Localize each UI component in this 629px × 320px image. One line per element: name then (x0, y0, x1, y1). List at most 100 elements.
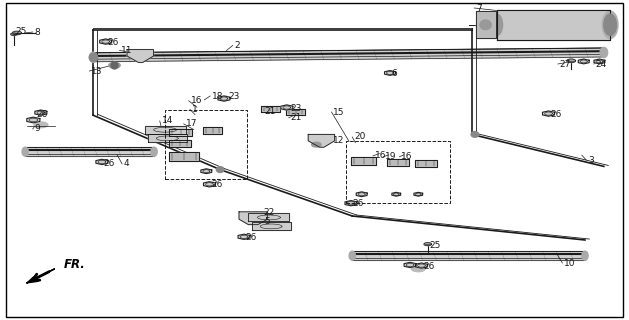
Text: 16: 16 (191, 96, 202, 105)
Ellipse shape (349, 251, 355, 260)
Polygon shape (201, 169, 212, 173)
Text: 7: 7 (476, 4, 482, 12)
Polygon shape (387, 159, 409, 166)
Ellipse shape (109, 62, 120, 68)
Text: 1: 1 (192, 105, 198, 114)
Polygon shape (203, 182, 216, 187)
Polygon shape (424, 243, 431, 246)
Ellipse shape (602, 11, 618, 38)
Ellipse shape (411, 266, 425, 272)
Polygon shape (145, 126, 186, 134)
Polygon shape (308, 134, 335, 147)
Polygon shape (99, 39, 112, 44)
Ellipse shape (480, 20, 491, 30)
Bar (346, 141, 450, 203)
Text: 9: 9 (35, 124, 40, 133)
Text: 23: 23 (291, 104, 302, 113)
Text: 26: 26 (245, 233, 257, 242)
Polygon shape (248, 213, 289, 221)
Ellipse shape (89, 52, 97, 62)
Polygon shape (356, 192, 367, 196)
Ellipse shape (582, 251, 588, 260)
Ellipse shape (312, 142, 321, 147)
Text: 26: 26 (352, 199, 364, 208)
Text: 22: 22 (263, 208, 274, 217)
Text: 13: 13 (91, 67, 103, 76)
Polygon shape (281, 105, 293, 110)
Polygon shape (25, 147, 154, 156)
Polygon shape (93, 48, 604, 62)
Text: 16: 16 (375, 151, 386, 160)
Polygon shape (384, 71, 396, 76)
Text: 26: 26 (104, 159, 115, 168)
Polygon shape (261, 106, 280, 112)
Text: 19: 19 (385, 152, 396, 161)
Polygon shape (238, 234, 250, 239)
Text: 2: 2 (235, 41, 240, 50)
Text: 26: 26 (423, 262, 435, 271)
Text: 3: 3 (588, 156, 594, 164)
Polygon shape (414, 192, 423, 196)
Polygon shape (594, 59, 605, 64)
Polygon shape (26, 269, 55, 283)
Ellipse shape (151, 147, 157, 156)
Text: 14: 14 (162, 116, 173, 125)
Polygon shape (578, 59, 589, 64)
Polygon shape (27, 117, 40, 123)
Text: 27: 27 (560, 60, 571, 68)
Polygon shape (27, 277, 38, 283)
Ellipse shape (491, 14, 503, 36)
Ellipse shape (34, 122, 48, 128)
Text: 26: 26 (211, 180, 223, 189)
Polygon shape (148, 134, 187, 142)
Polygon shape (35, 110, 47, 115)
Text: 21: 21 (264, 107, 276, 116)
Polygon shape (345, 201, 357, 206)
Text: 20: 20 (354, 132, 365, 141)
Polygon shape (392, 192, 401, 196)
Text: 26: 26 (550, 110, 562, 119)
Text: 5: 5 (264, 217, 270, 226)
Polygon shape (169, 152, 199, 161)
Text: 25: 25 (15, 27, 26, 36)
Polygon shape (404, 262, 416, 268)
Polygon shape (252, 222, 291, 230)
Text: 16: 16 (401, 152, 413, 161)
Polygon shape (415, 160, 437, 167)
Text: 15: 15 (333, 108, 345, 116)
Polygon shape (476, 11, 496, 38)
Text: 21: 21 (291, 113, 302, 122)
Polygon shape (13, 31, 21, 35)
Ellipse shape (600, 47, 608, 58)
Text: 11: 11 (121, 46, 133, 55)
Text: 25: 25 (430, 241, 441, 250)
Text: 6: 6 (391, 69, 397, 78)
Text: 18: 18 (212, 92, 223, 100)
Text: 10: 10 (564, 259, 576, 268)
Polygon shape (169, 129, 192, 136)
Text: 26: 26 (36, 110, 48, 119)
Polygon shape (218, 96, 230, 101)
Polygon shape (96, 159, 108, 164)
Text: 26: 26 (107, 38, 118, 47)
Text: 4: 4 (124, 159, 130, 168)
Text: 17: 17 (186, 119, 197, 128)
Ellipse shape (604, 14, 616, 36)
Text: 23: 23 (228, 92, 240, 100)
Polygon shape (11, 33, 17, 36)
Polygon shape (415, 263, 428, 268)
Ellipse shape (471, 132, 479, 137)
Text: 24: 24 (596, 60, 607, 68)
Polygon shape (352, 251, 585, 260)
Polygon shape (127, 50, 153, 62)
Polygon shape (286, 109, 305, 115)
Polygon shape (203, 127, 222, 134)
Text: 8: 8 (35, 28, 40, 36)
Ellipse shape (216, 167, 224, 172)
Polygon shape (567, 59, 576, 63)
Ellipse shape (22, 147, 28, 156)
Text: 12: 12 (333, 136, 345, 145)
Polygon shape (542, 111, 555, 116)
Polygon shape (497, 10, 610, 40)
Text: FR.: FR. (64, 258, 86, 271)
